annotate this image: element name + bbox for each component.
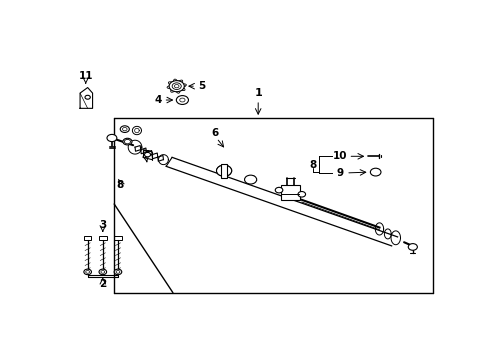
Circle shape bbox=[124, 139, 130, 144]
Text: 11: 11 bbox=[79, 72, 93, 81]
Circle shape bbox=[297, 192, 305, 197]
Text: 10: 10 bbox=[332, 151, 346, 161]
Text: 1: 1 bbox=[254, 88, 262, 98]
Text: 3: 3 bbox=[99, 220, 106, 230]
Bar bbox=[114, 236, 122, 240]
Circle shape bbox=[176, 96, 188, 104]
Circle shape bbox=[122, 138, 132, 145]
Circle shape bbox=[120, 126, 129, 132]
Circle shape bbox=[114, 269, 122, 275]
Text: 9: 9 bbox=[335, 168, 343, 178]
Circle shape bbox=[174, 85, 179, 88]
Bar bbox=[84, 236, 91, 240]
Circle shape bbox=[84, 269, 91, 275]
Circle shape bbox=[275, 187, 282, 193]
Circle shape bbox=[85, 270, 89, 273]
Text: 8: 8 bbox=[116, 180, 123, 190]
Text: 7: 7 bbox=[142, 150, 150, 161]
Bar bbox=[221, 163, 226, 178]
Circle shape bbox=[216, 165, 231, 176]
Circle shape bbox=[144, 152, 150, 157]
Circle shape bbox=[369, 168, 380, 176]
Circle shape bbox=[85, 95, 90, 99]
Text: 8: 8 bbox=[309, 160, 316, 170]
Bar bbox=[280, 185, 299, 200]
Circle shape bbox=[180, 98, 184, 102]
Text: 6: 6 bbox=[210, 128, 218, 138]
Circle shape bbox=[122, 127, 127, 131]
Circle shape bbox=[101, 270, 104, 273]
Circle shape bbox=[407, 244, 417, 250]
Text: 4: 4 bbox=[154, 95, 161, 105]
Circle shape bbox=[172, 83, 181, 90]
Circle shape bbox=[169, 81, 184, 92]
Circle shape bbox=[116, 270, 120, 273]
Circle shape bbox=[244, 175, 256, 184]
Text: 2: 2 bbox=[99, 279, 106, 289]
Text: 5: 5 bbox=[197, 81, 204, 91]
Circle shape bbox=[216, 165, 231, 176]
Circle shape bbox=[99, 269, 106, 275]
Text: R: R bbox=[373, 170, 377, 175]
Bar bbox=[99, 236, 106, 240]
Circle shape bbox=[107, 134, 117, 141]
